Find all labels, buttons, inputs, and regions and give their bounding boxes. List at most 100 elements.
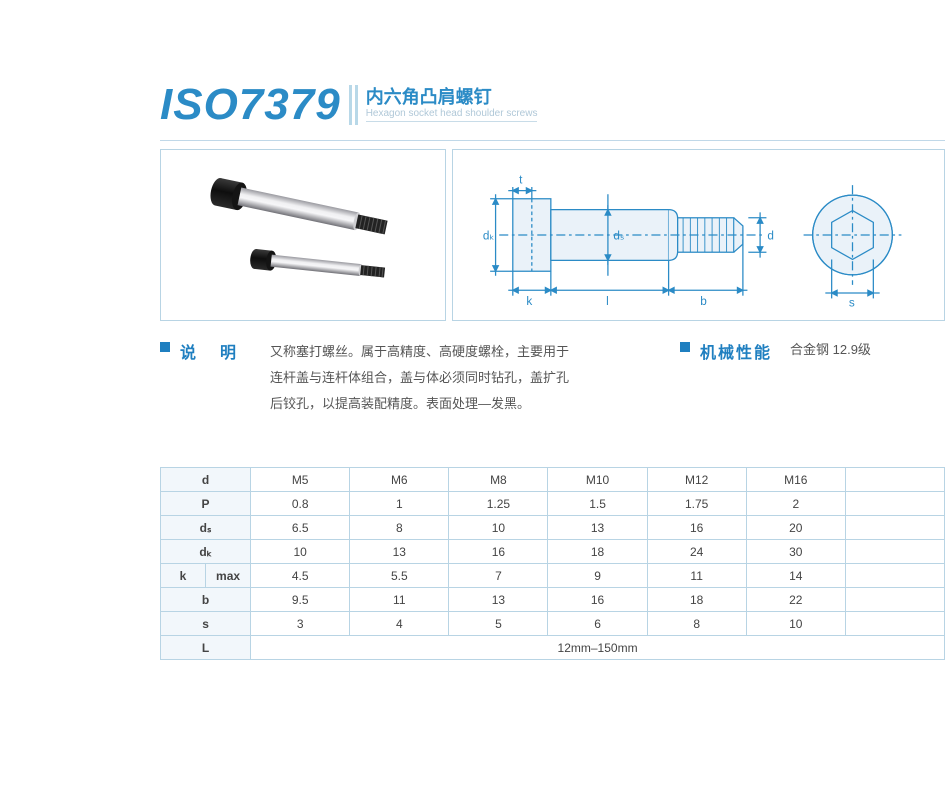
mechanical-value: 合金钢 12.9级 <box>790 339 871 417</box>
dim-l: l <box>606 295 609 308</box>
description-text: 又称塞打螺丝。属于高精度、高硬度螺栓，主要用于 连杆盖与连杆体组合，盖与体必须同… <box>270 339 569 417</box>
row-label: dₖ <box>161 540 251 564</box>
table-cell: 9.5 <box>251 588 350 612</box>
product-photo <box>178 160 428 310</box>
row-label: s <box>161 612 251 636</box>
table-cell <box>845 564 944 588</box>
table-cell: 7 <box>449 564 548 588</box>
mechanical-block: 机械性能 合金钢 12.9级 <box>680 339 871 417</box>
table-cell: 3 <box>251 612 350 636</box>
table-cell <box>845 540 944 564</box>
row-sublabel: max <box>206 564 251 588</box>
table-cell: 12mm–150mm <box>251 636 945 660</box>
dim-k: k <box>526 295 532 308</box>
table-cell: 11 <box>350 588 449 612</box>
table-cell: M10 <box>548 468 647 492</box>
table-cell: 30 <box>746 540 845 564</box>
table-cell: 2 <box>746 492 845 516</box>
header: ISO7379 内六角凸肩螺钉 Hexagon socket head shou… <box>160 80 945 130</box>
table-cell: 4 <box>350 612 449 636</box>
table-cell: 10 <box>251 540 350 564</box>
dim-ds: dₛ <box>613 230 624 243</box>
table-cell: 16 <box>449 540 548 564</box>
table-cell: 20 <box>746 516 845 540</box>
table-cell: 5 <box>449 612 548 636</box>
title-en: Hexagon socket head shoulder screws <box>366 108 538 119</box>
table-cell: 13 <box>350 540 449 564</box>
table-cell: 1.25 <box>449 492 548 516</box>
table-row: dM5M6M8M10M12M16 <box>161 468 945 492</box>
table-row: P0.811.251.51.752 <box>161 492 945 516</box>
row-label: b <box>161 588 251 612</box>
mechanical-label: 机械性能 <box>700 339 772 417</box>
table-row: L12mm–150mm <box>161 636 945 660</box>
technical-drawing: t dₖ dₛ d k l b s <box>459 158 938 312</box>
table-cell <box>845 468 944 492</box>
table-cell: 11 <box>647 564 746 588</box>
row-label: dₛ <box>161 516 251 540</box>
description-row: 说明 又称塞打螺丝。属于高精度、高硬度螺栓，主要用于 连杆盖与连杆体组合，盖与体… <box>160 339 945 417</box>
technical-drawing-panel: t dₖ dₛ d k l b s <box>452 149 945 321</box>
desc-line: 又称塞打螺丝。属于高精度、高硬度螺栓，主要用于 <box>270 339 569 365</box>
row-label: L <box>161 636 251 660</box>
table-cell: 1 <box>350 492 449 516</box>
table-cell: M12 <box>647 468 746 492</box>
table-cell: 16 <box>647 516 746 540</box>
table-row: dₛ6.5810131620 <box>161 516 945 540</box>
standard-code: ISO7379 <box>160 80 341 130</box>
table-cell: 10 <box>449 516 548 540</box>
table-cell: 5.5 <box>350 564 449 588</box>
table-cell: 6.5 <box>251 516 350 540</box>
table-cell <box>845 516 944 540</box>
dim-b: b <box>700 295 707 308</box>
table-cell: M8 <box>449 468 548 492</box>
table-cell: 14 <box>746 564 845 588</box>
table-cell: 24 <box>647 540 746 564</box>
row-label: k <box>161 564 206 588</box>
table-cell: M5 <box>251 468 350 492</box>
table-cell: 22 <box>746 588 845 612</box>
table-cell <box>845 588 944 612</box>
table-cell: 18 <box>548 540 647 564</box>
spec-table: dM5M6M8M10M12M16P0.811.251.51.752dₛ6.581… <box>160 467 945 660</box>
table-cell: 1.5 <box>548 492 647 516</box>
table-cell: 1.75 <box>647 492 746 516</box>
table-cell: M16 <box>746 468 845 492</box>
title-underline <box>366 121 538 122</box>
table-row: kmax4.55.5791114 <box>161 564 945 588</box>
table-cell <box>845 612 944 636</box>
table-cell: 0.8 <box>251 492 350 516</box>
table-row: s3456810 <box>161 612 945 636</box>
dim-s: s <box>849 297 855 310</box>
desc-line: 连杆盖与连杆体组合，盖与体必须同时钻孔，盖扩孔 <box>270 365 569 391</box>
header-divider <box>349 85 358 125</box>
table-cell: 9 <box>548 564 647 588</box>
table-row: dₖ101316182430 <box>161 540 945 564</box>
table-cell: 13 <box>449 588 548 612</box>
table-cell: 16 <box>548 588 647 612</box>
dim-d: d <box>767 230 774 243</box>
bullet-icon <box>160 342 170 352</box>
table-cell: 13 <box>548 516 647 540</box>
title-block: 内六角凸肩螺钉 Hexagon socket head shoulder scr… <box>366 88 538 122</box>
row-label: P <box>161 492 251 516</box>
bullet-icon <box>680 342 690 352</box>
title-cn: 内六角凸肩螺钉 <box>366 88 538 108</box>
table-cell: 8 <box>647 612 746 636</box>
table-cell: M6 <box>350 468 449 492</box>
figure-row: t dₖ dₛ d k l b s <box>160 149 945 321</box>
desc-line: 后铰孔，以提高装配精度。表面处理—发黑。 <box>270 391 569 417</box>
table-row: b9.51113161822 <box>161 588 945 612</box>
table-cell: 10 <box>746 612 845 636</box>
table-cell: 18 <box>647 588 746 612</box>
description-label: 说明 <box>180 339 260 417</box>
header-rule <box>160 140 945 141</box>
description-block: 说明 又称塞打螺丝。属于高精度、高硬度螺栓，主要用于 连杆盖与连杆体组合，盖与体… <box>160 339 680 417</box>
table-cell: 8 <box>350 516 449 540</box>
dim-t: t <box>519 173 523 186</box>
row-label: d <box>161 468 251 492</box>
dim-dk: dₖ <box>483 230 495 243</box>
product-photo-panel <box>160 149 446 321</box>
table-cell: 4.5 <box>251 564 350 588</box>
table-cell <box>845 492 944 516</box>
